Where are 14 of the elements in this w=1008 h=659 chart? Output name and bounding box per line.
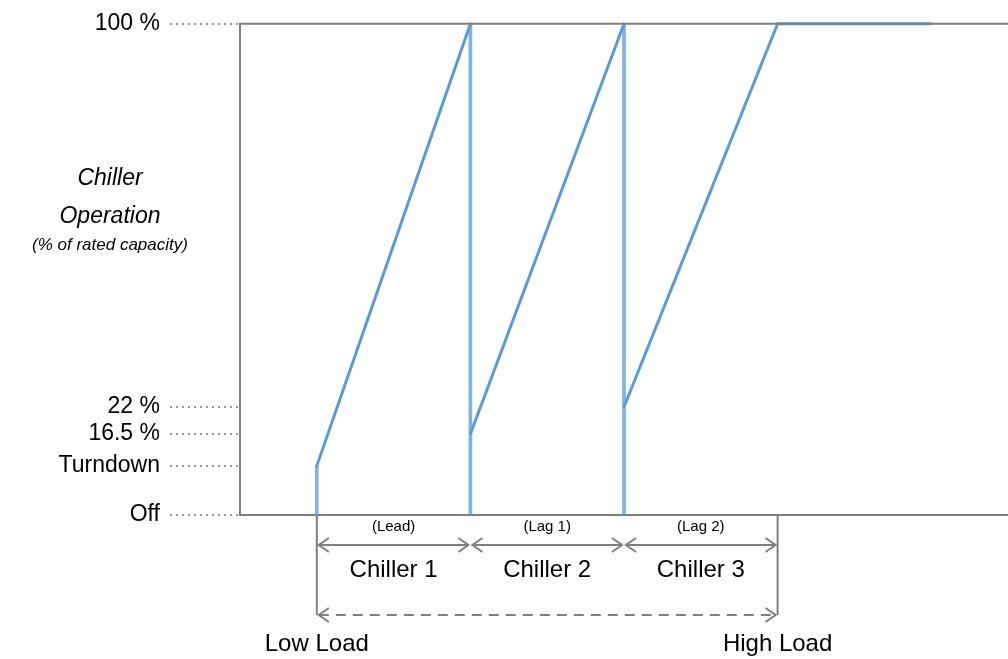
text: Chiller 2: [503, 554, 592, 582]
text: Chiller 3: [656, 554, 745, 582]
text: High Load: [722, 628, 833, 656]
text: Low Load: [264, 628, 369, 656]
text: (Lead): [371, 517, 416, 535]
y-axis-title: Chiller Operation (% of rated capacity): [31, 163, 189, 256]
text: Chiller 1: [349, 554, 438, 582]
y-tick-label: Off: [129, 500, 161, 527]
text: (Lag 2): [677, 517, 725, 535]
text: (Lag 1): [523, 517, 571, 535]
y-tick-label: 22 %: [107, 392, 160, 419]
y-tick-label: 16.5 %: [88, 419, 160, 446]
y-tick-label: Turndown: [58, 451, 160, 478]
y-tick-label: 100 %: [94, 9, 160, 36]
